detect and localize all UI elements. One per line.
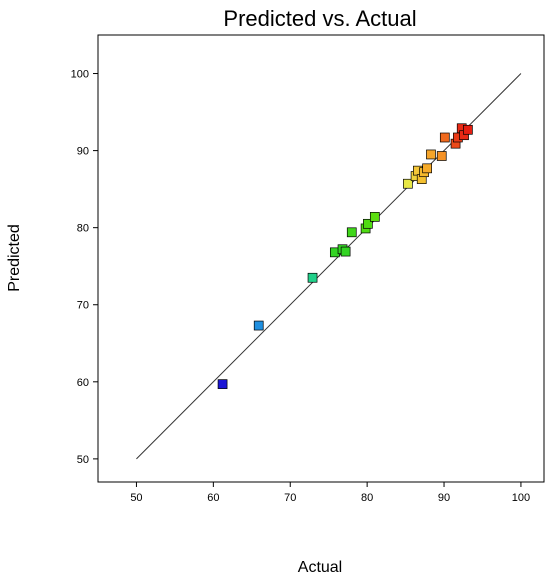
data-point — [340, 246, 351, 257]
x-tick-label: 50 — [130, 492, 142, 504]
y-tick-label: 80 — [77, 223, 89, 235]
x-tick-label: 70 — [284, 492, 296, 504]
data-point — [463, 124, 473, 135]
data-points — [217, 123, 473, 389]
chart-title: Predicted vs. Actual — [223, 6, 416, 31]
x-axis-ticks: 50 60 70 80 90 100 — [130, 482, 530, 504]
y-axis-title: Predicted — [6, 224, 23, 292]
data-point — [403, 178, 413, 189]
data-point — [363, 218, 373, 229]
y-axis-ticks: 50 60 70 80 90 100 — [71, 69, 98, 466]
x-tick-label: 90 — [438, 492, 450, 504]
plot-frame — [97, 34, 545, 483]
x-tick-label: 80 — [361, 492, 373, 504]
data-point — [369, 212, 380, 222]
data-point — [439, 132, 450, 143]
data-point — [436, 151, 447, 161]
y-tick-label: 90 — [77, 146, 89, 158]
data-point — [307, 272, 318, 283]
y-tick-label: 70 — [77, 300, 89, 312]
y-tick-label: 100 — [71, 69, 89, 81]
x-tick-label: 100 — [512, 492, 530, 504]
x-axis-title: Actual — [298, 559, 342, 576]
data-point — [422, 163, 432, 174]
x-tick-label: 60 — [207, 492, 219, 504]
y-tick-label: 60 — [77, 377, 89, 389]
data-point — [346, 227, 357, 238]
y-tick-label: 50 — [77, 454, 89, 466]
data-point — [253, 320, 264, 331]
data-point — [426, 149, 436, 160]
data-point — [217, 379, 228, 389]
